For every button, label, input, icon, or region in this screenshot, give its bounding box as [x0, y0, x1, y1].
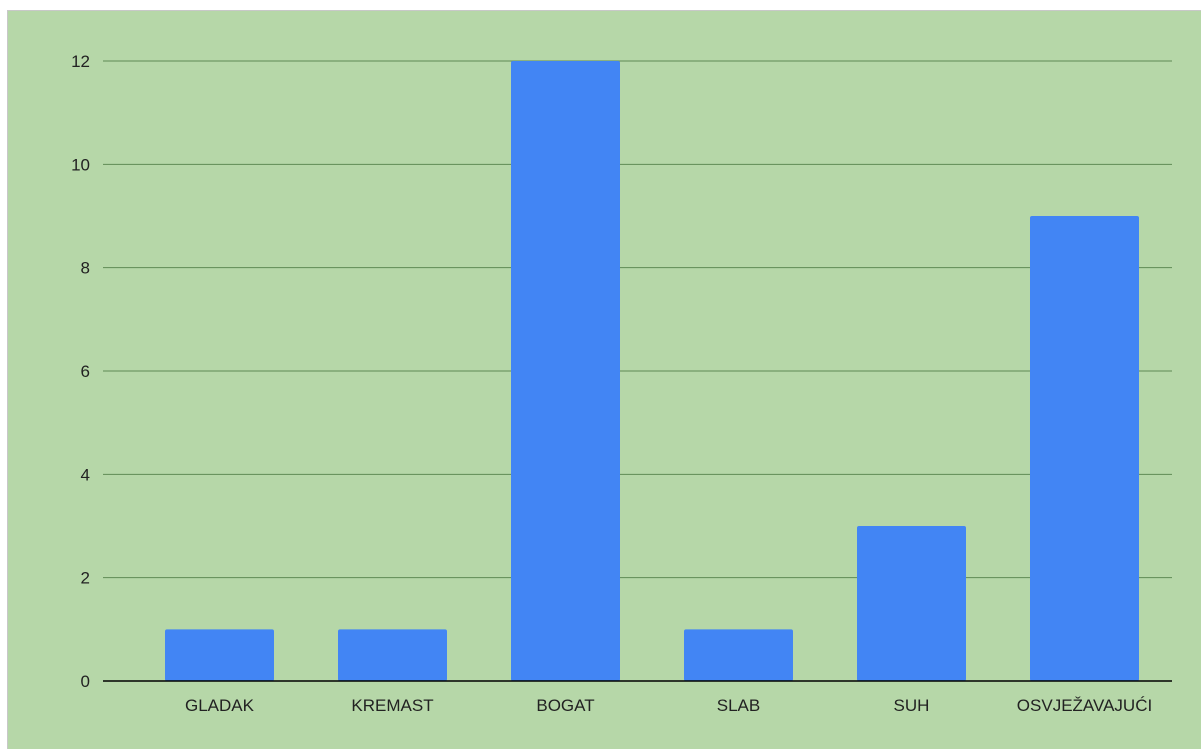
y-tick-label: 12 [71, 52, 90, 71]
bar-osvježavajući[interactable] [1030, 216, 1139, 681]
bar-suh[interactable] [857, 526, 966, 681]
x-axis-labels: GLADAK KREMAST BOGAT SLAB SUH OSVJEŽAVAJUĆI [185, 696, 1152, 715]
y-tick-label: 2 [81, 569, 90, 588]
y-tick-label: 6 [81, 362, 90, 381]
y-tick-label: 4 [81, 465, 90, 484]
x-tick-label: BOGAT [536, 696, 594, 715]
x-tick-label: KREMAST [351, 696, 433, 715]
bars [165, 61, 1139, 681]
y-tick-label: 10 [71, 155, 90, 174]
bar-bogat[interactable] [511, 61, 620, 681]
x-tick-label: SLAB [717, 696, 760, 715]
y-tick-label: 0 [81, 672, 90, 691]
y-tick-label: 8 [81, 259, 90, 278]
gridlines [103, 60, 1172, 579]
bar-slab[interactable] [684, 629, 793, 681]
bar-gladak[interactable] [165, 629, 274, 681]
y-axis-ticks: 0 2 4 6 8 10 12 [71, 52, 90, 691]
bar-kremast[interactable] [338, 629, 447, 681]
x-tick-label: GLADAK [185, 696, 255, 715]
x-tick-label: SUH [894, 696, 930, 715]
x-tick-label: OSVJEŽAVAJUĆI [1017, 696, 1152, 715]
